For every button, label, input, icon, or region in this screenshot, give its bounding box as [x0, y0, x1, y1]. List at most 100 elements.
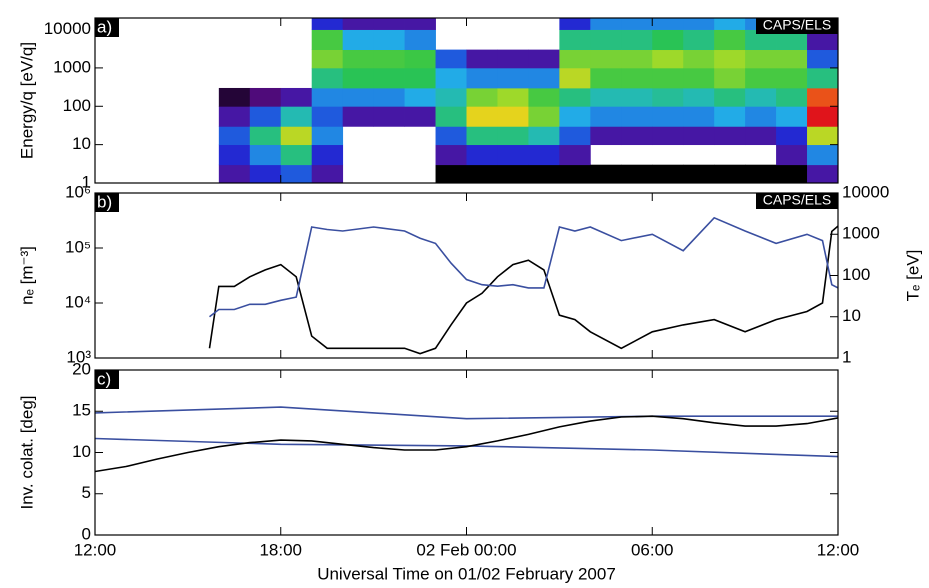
heatmap-cell [745, 126, 777, 146]
heatmap-cell [590, 87, 622, 107]
heatmap-cell [528, 144, 560, 166]
panel-label-box [95, 370, 119, 389]
heatmap-cell [559, 29, 591, 51]
heatmap-cell [497, 49, 529, 69]
heatmap-cell [311, 106, 344, 127]
instrument-box [756, 193, 838, 209]
y-axis-label: nₑ [m⁻³] [17, 246, 36, 305]
colorbar-tick-label: 10¹⁰ [886, 11, 918, 30]
heatmap-cell [714, 29, 746, 51]
colorbar-tick-label: 10⁸ [886, 168, 912, 187]
heatmap-cell [683, 164, 715, 183]
y-tick-label: 10 [72, 134, 91, 153]
x-tick-label: 02 Feb 00:00 [416, 540, 516, 559]
heatmap-cell [714, 126, 746, 146]
instrument-label: CAPS/ELS [763, 17, 831, 33]
y2-axis-label: Tₑ [eV] [903, 250, 922, 302]
y-tick-label: 10000 [44, 19, 91, 38]
heatmap-cell [280, 144, 313, 166]
series-line [209, 216, 838, 318]
heatmap-cell [714, 18, 746, 30]
heatmap-cell [497, 144, 529, 166]
heatmap-cell [776, 29, 808, 51]
heatmap-cell [280, 106, 313, 127]
heatmap-cell [218, 164, 251, 183]
y-tick-label: 1 [82, 172, 91, 191]
heatmap-cell [559, 126, 591, 146]
heatmap-cell [590, 67, 622, 89]
heatmap-cell [807, 144, 838, 166]
heatmap-cell [373, 49, 405, 69]
heatmap-cell [559, 67, 591, 89]
heatmap-cell [249, 106, 282, 127]
heatmap-cell [404, 49, 436, 69]
heatmap-cell [776, 49, 808, 69]
heatmap-cell [342, 29, 375, 51]
heatmap-cell [776, 126, 808, 146]
heatmap-cell [280, 126, 313, 146]
heatmap-cell [652, 29, 684, 51]
heatmap-cell [652, 67, 684, 89]
heatmap-cell [311, 67, 344, 89]
y-tick-label: 10⁶ [65, 182, 91, 201]
panel-frame [94, 192, 839, 359]
heatmap-cell [528, 164, 560, 183]
heatmap-cell [745, 106, 777, 127]
heatmap-cell [807, 87, 838, 107]
heatmap-cell [807, 29, 838, 51]
panel-label: c) [97, 369, 111, 388]
panel-label: a) [97, 17, 112, 36]
heatmap-cell [404, 87, 436, 107]
heatmap-cell [776, 87, 808, 107]
y2-tick-label: 100 [842, 265, 870, 284]
heatmap-cell [373, 67, 405, 89]
heatmap-cell [590, 126, 622, 146]
heatmap-cell [559, 106, 591, 127]
heatmap-cell [683, 18, 715, 30]
series-line [95, 415, 838, 473]
heatmap-cell [435, 49, 467, 69]
heatmap-cell [621, 18, 653, 30]
y-tick-label: 10⁵ [65, 237, 91, 256]
heatmap-cell [745, 87, 777, 107]
heatmap-cell [404, 18, 436, 30]
plot-area: 10⁸ 10⁹ 10¹⁰ [218, 11, 918, 187]
y-tick-label: 10 [72, 442, 91, 461]
heatmap-cell [652, 49, 684, 69]
heatmap-cell [621, 87, 653, 107]
heatmap-cell [342, 87, 375, 107]
heatmap-cell [311, 144, 344, 166]
y-tick-label: 100 [63, 96, 91, 115]
panel-label: b) [97, 192, 112, 211]
heatmap-cell [652, 164, 684, 183]
heatmap-cell [249, 164, 282, 183]
heatmap-cell [559, 87, 591, 107]
heatmap-cell [497, 164, 529, 183]
heatmap-cell [745, 49, 777, 69]
heatmap-cell [652, 106, 684, 127]
x-tick-label: 06:00 [631, 540, 674, 559]
heatmap-cell [745, 67, 777, 89]
heatmap-cell [311, 49, 344, 69]
heatmap-cell [559, 49, 591, 69]
heatmap-cell [466, 87, 498, 107]
heatmap-cell [497, 67, 529, 89]
heatmap-cell [559, 18, 591, 30]
heatmap-cell [249, 144, 282, 166]
heatmap-cell [683, 49, 715, 69]
heatmap-cell [621, 67, 653, 89]
y-axis-label: Energy/q [eV/q] [17, 42, 36, 159]
heatmap-cell [249, 126, 282, 146]
heatmap-cell [342, 67, 375, 89]
y-tick-label: 0 [82, 524, 91, 543]
heatmap-cell [528, 49, 560, 69]
heatmap-cell [528, 87, 560, 107]
heatmap-cell [218, 126, 251, 146]
heatmap-cell [621, 29, 653, 51]
heatmap-cell [683, 67, 715, 89]
heatmap-cell [404, 29, 436, 51]
heatmap-cell [745, 29, 777, 51]
heatmap-cell [621, 164, 653, 183]
heatmap-cell [621, 106, 653, 127]
